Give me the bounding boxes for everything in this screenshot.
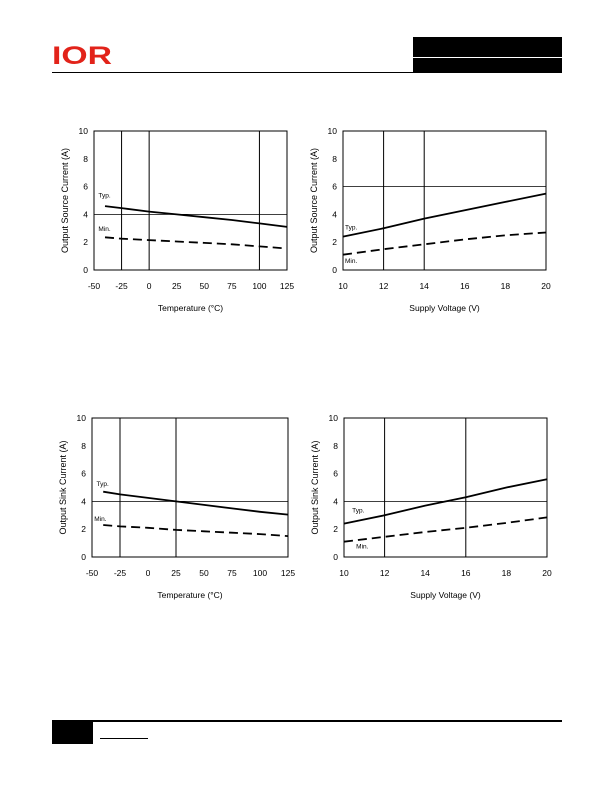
series-annotation: Min. [94,516,106,523]
x-tick-label: 50 [200,281,210,291]
y-tick-label: 4 [333,496,338,506]
x-tick-label: 20 [541,281,551,291]
y-tick-label: 6 [333,469,338,479]
x-tick-label: 20 [542,568,552,578]
plot-frame [342,130,547,271]
x-tick-label: 125 [281,568,295,578]
footer-short-rule [100,738,148,739]
company-logo: IOR [52,42,112,68]
y-tick-label: 8 [81,441,86,451]
x-tick-label: 12 [380,568,390,578]
series-min-line [343,516,548,543]
y-axis-label: Output Sink Current (A) [58,440,68,534]
x-tick-label: 14 [420,568,430,578]
x-tick-label: 100 [252,281,266,291]
y-tick-label: 2 [83,237,88,247]
y-tick-label: 10 [79,126,89,136]
header-rule [52,72,562,73]
y-tick-label: 2 [332,237,337,247]
y-tick-label: 4 [83,209,88,219]
series-annotation: Typ. [352,508,364,515]
x-tick-label: 125 [280,281,294,291]
y-tick-label: 6 [81,469,86,479]
logo-text: IOR [52,42,112,68]
x-tick-label: 16 [460,281,470,291]
series-annotation: Min. [345,258,357,265]
y-axis-label: Output Source Current (A) [60,148,70,253]
y-tick-label: 10 [329,413,339,423]
x-tick-label: 18 [502,568,512,578]
chart-c4: 0 2 4 6 8 10 10 12 14 16 18 20 Supply Voltage (V) Out… [310,413,552,600]
y-tick-label: 8 [83,154,88,164]
y-tick-label: 0 [81,552,86,562]
plot-frame [343,417,548,558]
series-annotation: Min. [98,226,110,233]
x-tick-label: -25 [115,281,128,291]
y-tick-label: 6 [332,182,337,192]
x-tick-label: 25 [172,281,182,291]
y-tick-label: 2 [333,524,338,534]
y-tick-label: 10 [77,413,87,423]
y-tick-label: 4 [332,209,337,219]
footer-page-block [52,722,93,744]
y-axis-label: Output Source Current (A) [309,148,319,253]
series-typ-line [342,192,547,238]
series-typ-line [103,490,289,516]
series-annotation: Min. [356,544,368,551]
series-min-line [103,524,289,537]
x-tick-label: 50 [199,568,209,578]
x-tick-label: 10 [338,281,348,291]
x-axis-label: Supply Voltage (V) [410,590,481,600]
x-tick-label: -25 [114,568,127,578]
x-tick-label: 0 [146,568,151,578]
x-tick-label: 0 [147,281,152,291]
x-tick-label: 14 [419,281,429,291]
chart-c1: 0 2 4 6 8 10 -50 -25 0 25 50 75 100 125 Temperature (°… [60,126,294,313]
y-tick-label: 8 [332,154,337,164]
x-tick-label: 10 [339,568,349,578]
x-axis-label: Temperature (°C) [157,590,222,600]
y-tick-label: 0 [333,552,338,562]
series-typ-line [104,205,288,228]
y-tick-label: 2 [81,524,86,534]
x-tick-label: 25 [171,568,181,578]
chart-c2: 0 2 4 6 8 10 10 12 14 16 18 20 Supply Voltage (V) Out… [309,126,551,313]
y-axis-label: Output Sink Current (A) [310,440,320,534]
y-tick-label: 10 [328,126,338,136]
x-tick-label: 18 [501,281,511,291]
footer-rule [52,720,562,722]
x-tick-label: 100 [253,568,267,578]
header-block [413,37,562,72]
series-min-line [104,236,288,250]
series-annotation: Typ. [96,481,108,488]
x-tick-label: 75 [227,281,237,291]
x-tick-label: 75 [227,568,237,578]
series-typ-line [343,478,548,525]
y-tick-label: 0 [332,265,337,275]
series-annotation: Typ. [98,193,110,200]
chart-c3: 0 2 4 6 8 10 -50 -25 0 25 50 75 100 125 Temperature (°… [58,413,295,600]
x-tick-label: 16 [461,568,471,578]
plot-frame [91,417,289,558]
y-tick-label: 4 [81,496,86,506]
series-min-line [342,231,547,256]
x-tick-label: -50 [86,568,99,578]
plot-frame [93,130,288,271]
y-tick-label: 6 [83,182,88,192]
y-tick-label: 0 [83,265,88,275]
x-tick-label: 12 [379,281,389,291]
x-axis-label: Supply Voltage (V) [409,303,480,313]
x-axis-label: Temperature (°C) [158,303,223,313]
x-tick-label: -50 [88,281,101,291]
y-tick-label: 8 [333,441,338,451]
series-annotation: Typ. [345,225,357,232]
